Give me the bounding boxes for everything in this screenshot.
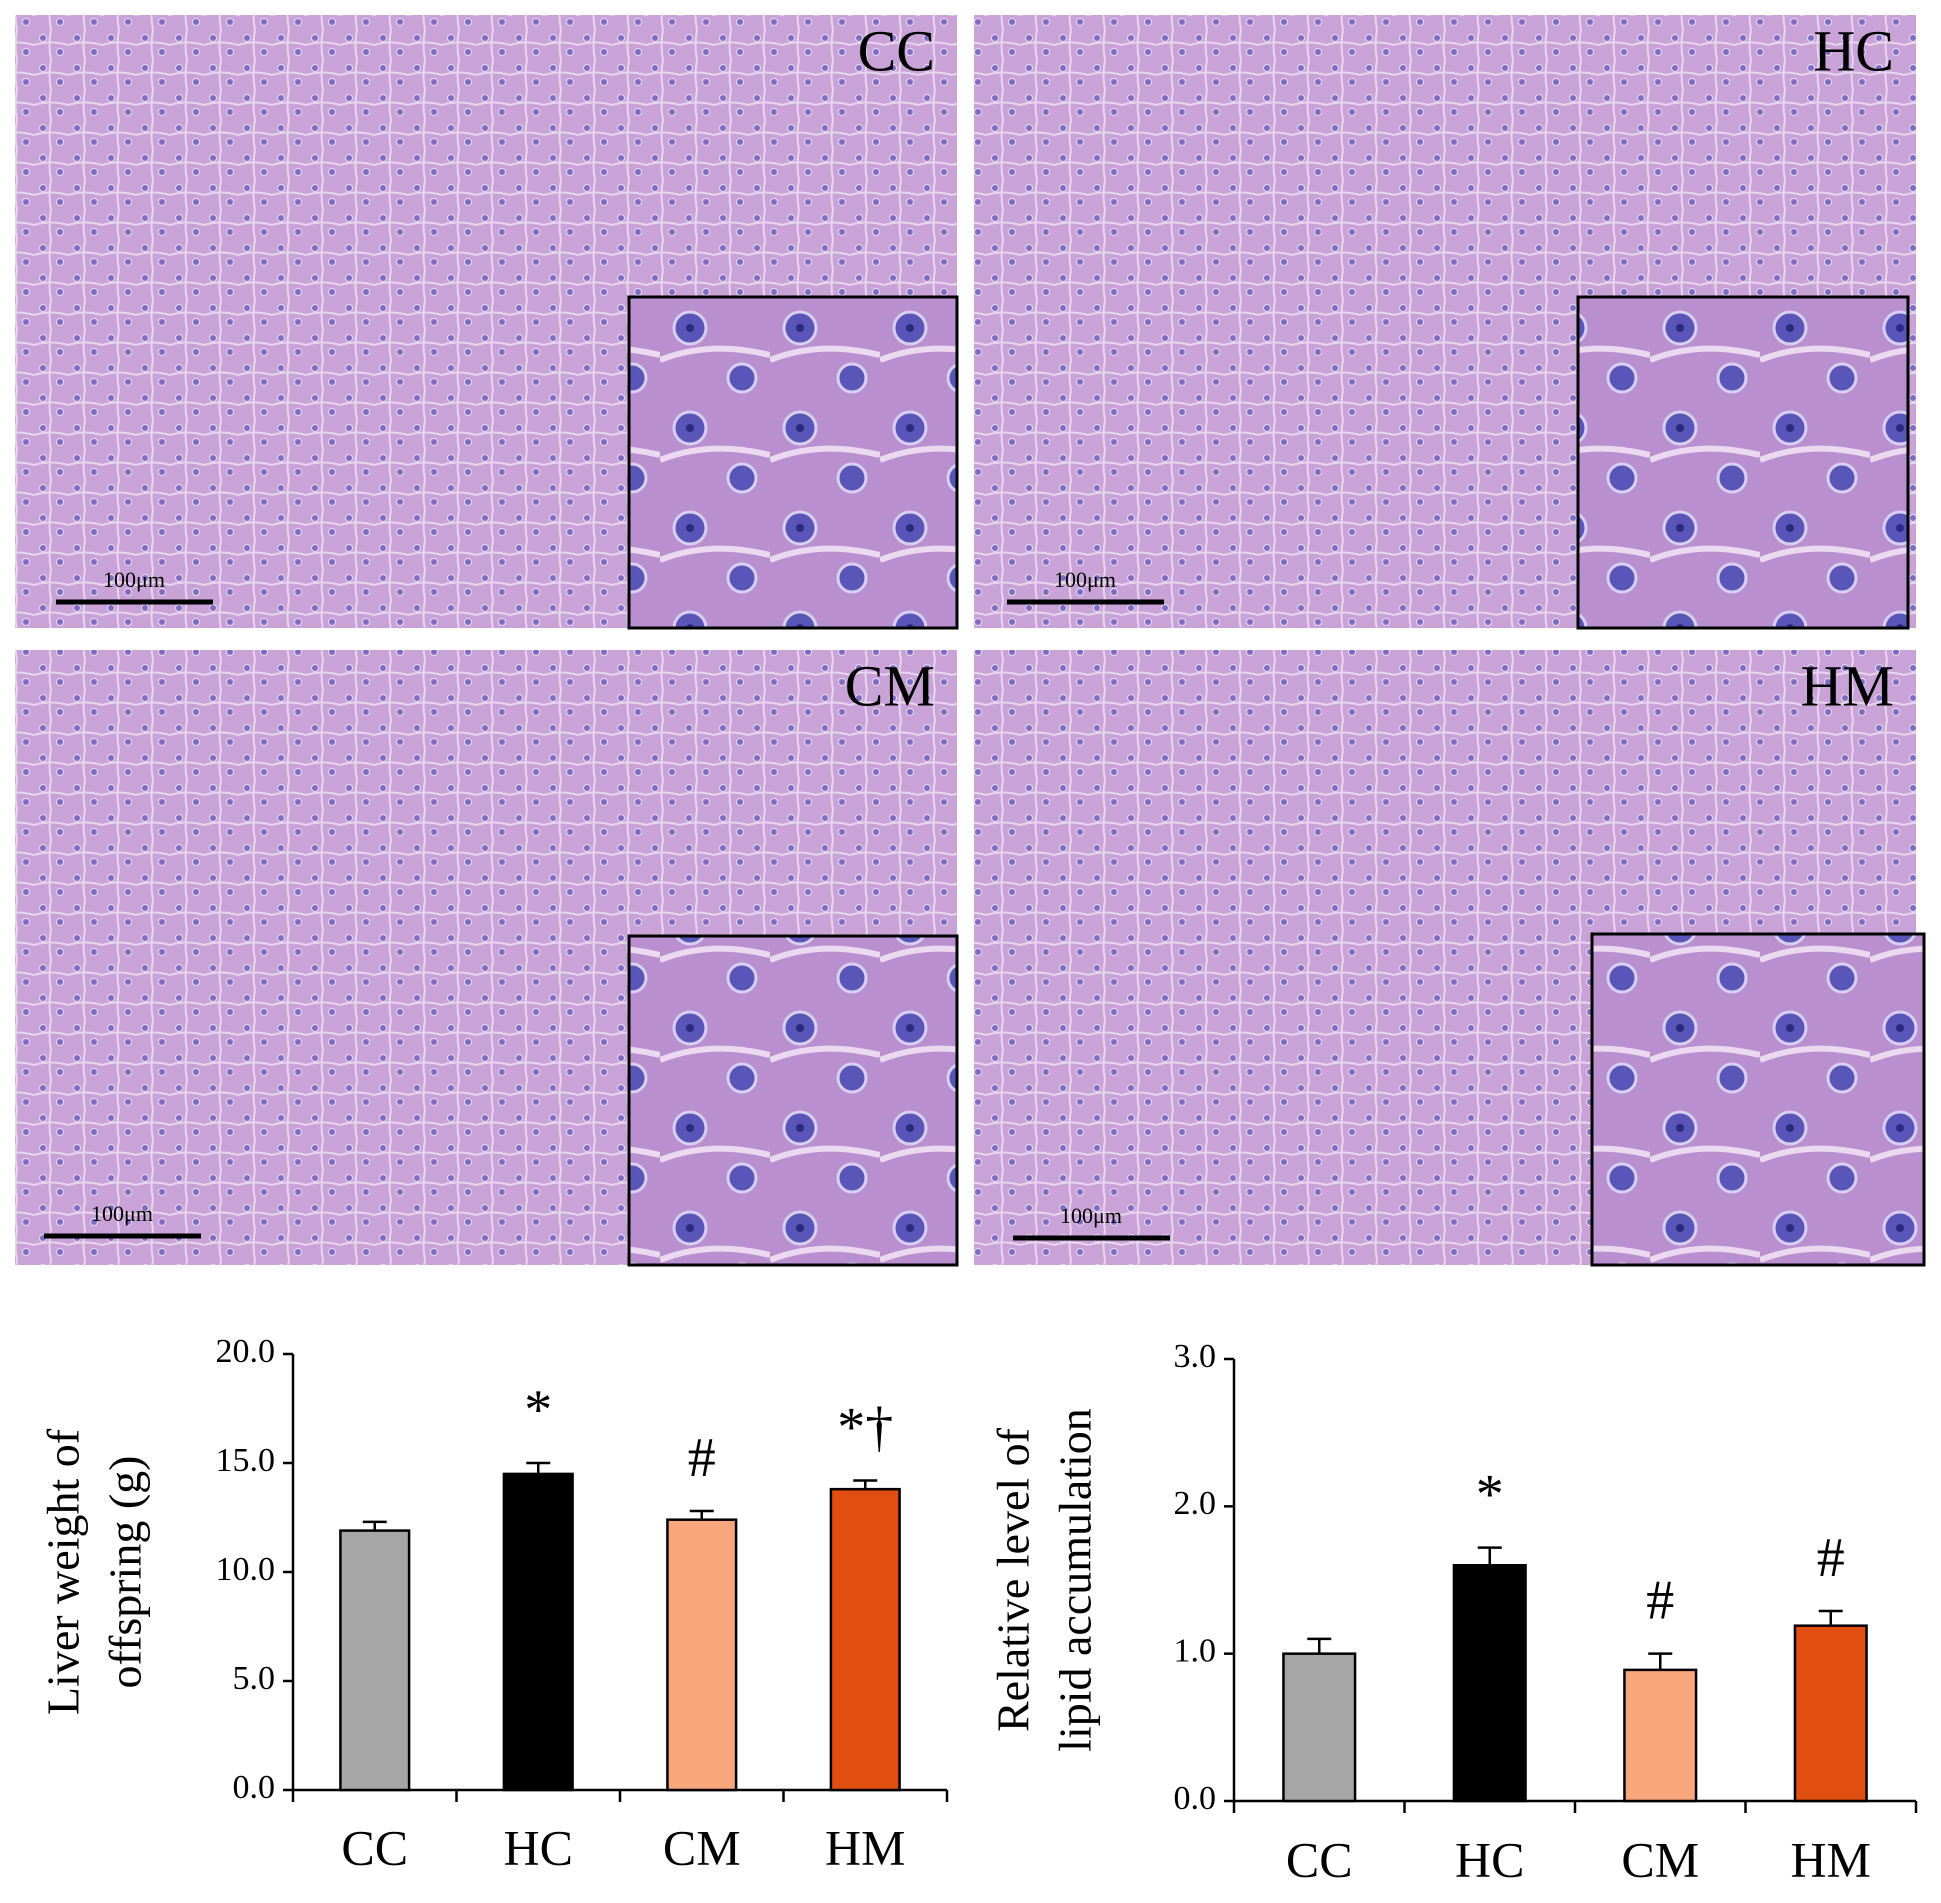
error-bar (1818, 1609, 1843, 1626)
x-tick-label: CM (1621, 1831, 1699, 1887)
y-tick-label: 3.0 (1174, 1338, 1217, 1375)
y-tick-label: 1.0 (1174, 1632, 1217, 1669)
charts: 0.0 5.0 10.0 15.0 20.0 Liver weight of offspri… (38, 1333, 1918, 1887)
x-tick-label: HM (1790, 1831, 1871, 1887)
panel-label: HC (1813, 18, 1894, 83)
bar (666, 1518, 738, 1792)
y-tick-label: 2.0 (1174, 1485, 1217, 1522)
scale-bar-label: 100μm (103, 567, 165, 592)
scale-bar-label: 100μm (1060, 1203, 1122, 1228)
error-bar (1477, 1546, 1502, 1566)
error-bar (1307, 1637, 1332, 1654)
error-bar (362, 1520, 387, 1531)
error-bar (853, 1479, 878, 1490)
inset-zoom (627, 934, 959, 1267)
bar (829, 1487, 901, 1792)
panel-label: CC (858, 18, 935, 83)
significance-label: # (1817, 1527, 1845, 1589)
bar (502, 1472, 574, 1792)
x-tick-label: HC (504, 1819, 573, 1875)
error-bar (1648, 1652, 1673, 1670)
y-axis-label: Liver weight of (38, 1428, 89, 1715)
inset-zoom (1576, 295, 1910, 630)
bar (339, 1529, 411, 1792)
significance-label: * (524, 1379, 552, 1441)
panel-label: CM (845, 653, 935, 718)
y-tick-label: 0.0 (1174, 1780, 1217, 1817)
y-tick-label: 0.0 (233, 1769, 276, 1806)
histology-panels: CC 100μm HC 100μm CM 100μm HM 100μm (15, 15, 1926, 1267)
y-tick-label: 20.0 (216, 1333, 276, 1370)
y-tick-label: 5.0 (233, 1660, 276, 1697)
y-axis-label: offspring (g) (100, 1456, 151, 1689)
significance-label: * (1476, 1463, 1504, 1525)
x-tick-label: HM (825, 1819, 906, 1875)
significance-label: # (1646, 1570, 1674, 1632)
significance-label: *† (837, 1396, 893, 1458)
significance-label: # (688, 1427, 716, 1489)
panel-label: HM (1801, 653, 1894, 718)
scale-bar-label: 100μm (91, 1201, 153, 1226)
scale-bar-label: 100μm (1054, 567, 1116, 592)
x-tick-label: CM (663, 1819, 741, 1875)
x-tick-label: CC (1286, 1831, 1353, 1887)
inset-zoom (1590, 932, 1926, 1267)
x-tick-label: HC (1455, 1831, 1524, 1887)
y-axis-label: lipid accumulation (1050, 1408, 1101, 1752)
inset-zoom (627, 295, 959, 630)
error-bar (689, 1509, 714, 1520)
bar (1623, 1668, 1698, 1803)
y-axis-label: Relative level of (988, 1427, 1039, 1732)
bar (1282, 1652, 1357, 1803)
error-bar (526, 1461, 551, 1474)
x-tick-label: CC (341, 1819, 408, 1875)
bar (1793, 1624, 1868, 1803)
y-tick-label: 15.0 (216, 1442, 276, 1479)
y-tick-label: 10.0 (216, 1551, 276, 1588)
bar (1452, 1564, 1527, 1803)
